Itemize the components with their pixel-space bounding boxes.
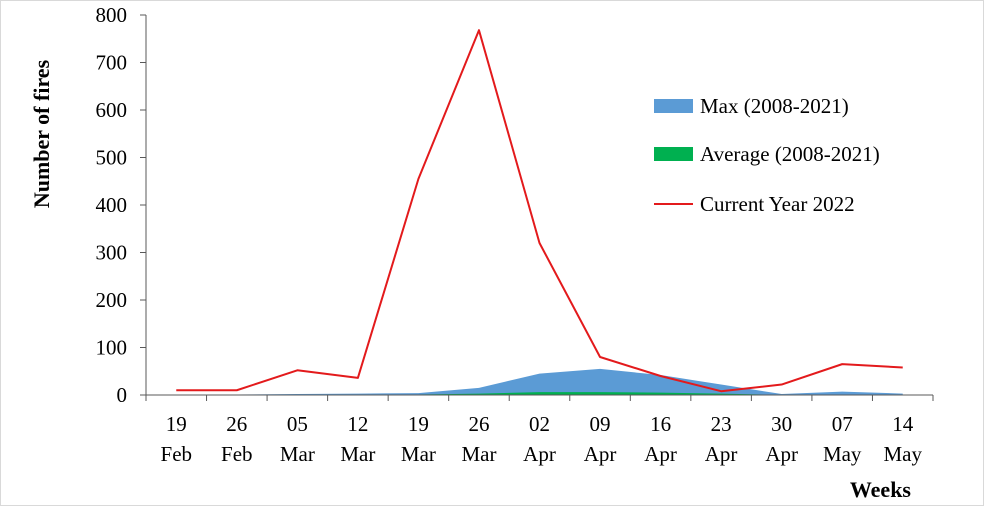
y-tick-label: 100 bbox=[96, 336, 128, 360]
x-tick-label-day: 16 bbox=[650, 412, 671, 436]
legend-label-1: Average (2008-2021) bbox=[700, 142, 880, 166]
x-tick-label-day: 09 bbox=[590, 412, 611, 436]
area-series-group bbox=[176, 368, 903, 395]
y-tick-label: 700 bbox=[96, 51, 128, 75]
x-tick-label-day: 12 bbox=[347, 412, 368, 436]
legend-swatch-1 bbox=[654, 147, 693, 161]
x-tick-label-month: Mar bbox=[461, 442, 496, 466]
y-tick-label: 0 bbox=[117, 383, 128, 407]
x-tick-label-month: Apr bbox=[584, 442, 617, 466]
x-tick-label-day: 02 bbox=[529, 412, 550, 436]
axes-group bbox=[140, 14, 934, 401]
y-tick-label: 300 bbox=[96, 241, 128, 265]
x-tick-label-month: Apr bbox=[644, 442, 677, 466]
x-tick-label-month: Mar bbox=[401, 442, 436, 466]
x-tick-label-day: 30 bbox=[771, 412, 792, 436]
legend-label-2: Current Year 2022 bbox=[700, 192, 855, 216]
x-tick-label-month: Mar bbox=[340, 442, 375, 466]
legend: Max (2008-2021) Average (2008-2021) Curren… bbox=[654, 94, 880, 216]
x-tick-label-month: May bbox=[883, 442, 922, 466]
x-tick-label-month: May bbox=[823, 442, 862, 466]
x-tick-label-day: 07 bbox=[832, 412, 853, 436]
x-tick-label-month: Apr bbox=[705, 442, 738, 466]
y-tick-label: 800 bbox=[96, 3, 128, 27]
x-tick-label-day: 23 bbox=[711, 412, 732, 436]
x-tick-label-month: Feb bbox=[221, 442, 253, 466]
y-tick-label: 400 bbox=[96, 193, 128, 217]
x-axis-label: Weeks bbox=[850, 477, 912, 502]
area-series-1 bbox=[176, 392, 903, 395]
line-series-0 bbox=[176, 29, 903, 393]
x-tick-label-month: Feb bbox=[161, 442, 193, 466]
y-tick-labels: 0 100 200 300 400 500 600 700 800 bbox=[96, 3, 128, 407]
y-axis-label: Number of fires bbox=[29, 59, 54, 208]
x-tick-label-day: 26 bbox=[226, 412, 247, 436]
x-tick-label-day: 05 bbox=[287, 412, 308, 436]
line-series-group bbox=[176, 29, 903, 393]
x-tick-label-day: 19 bbox=[408, 412, 429, 436]
y-tick-label: 500 bbox=[96, 146, 128, 170]
x-tick-label-month: Mar bbox=[280, 442, 315, 466]
y-tick-label: 600 bbox=[96, 98, 128, 122]
y-tick-label: 200 bbox=[96, 288, 128, 312]
x-tick-label-day: 14 bbox=[892, 412, 914, 436]
x-tick-labels: 19 Feb 26 Feb 05 Mar 12 Mar 19 Mar 26 Mar 02 Apr 09 Apr… bbox=[161, 412, 923, 466]
legend-swatch-0 bbox=[654, 99, 693, 113]
legend-label-0: Max (2008-2021) bbox=[700, 94, 849, 118]
x-tick-label-day: 26 bbox=[468, 412, 489, 436]
area-series-0 bbox=[176, 368, 903, 395]
x-tick-label-day: 19 bbox=[166, 412, 187, 436]
x-tick-label-month: Apr bbox=[765, 442, 798, 466]
x-tick-label-month: Apr bbox=[523, 442, 556, 466]
